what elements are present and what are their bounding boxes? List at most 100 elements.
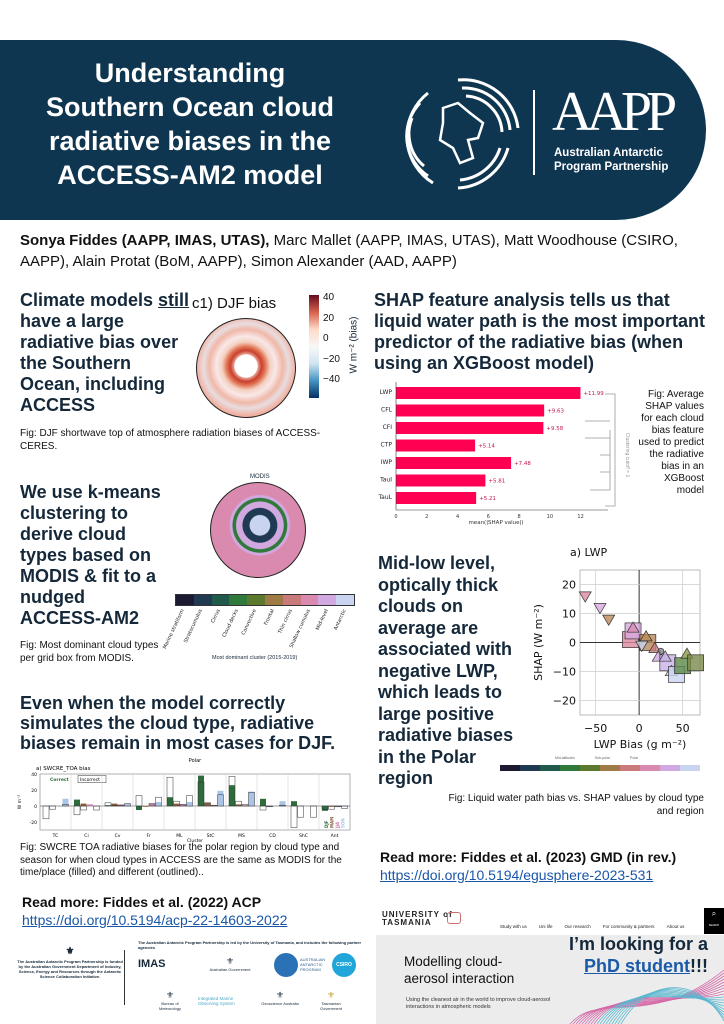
logo-subtitle-line: Australian Antarctic: [554, 147, 663, 159]
bar-correct-MS-MAM: [235, 804, 242, 806]
modis-figure-title: MODIS: [250, 474, 270, 480]
bar-incorrect-Ant-MAM: [328, 805, 335, 810]
cbar-tick: 0: [323, 333, 329, 344]
utas-lion-icon: [447, 912, 461, 924]
nav-link[interactable]: About us: [666, 924, 685, 929]
y-axis-label: W m⁻²: [17, 795, 23, 810]
doi-link-acp[interactable]: https://doi.org/10.5194/acp-22-14603-202…: [22, 912, 288, 928]
legend-correct: Correct: [50, 777, 70, 783]
bar-incorrect-MS-MAM: [235, 800, 242, 807]
aapp-emblem-icon: [405, 78, 520, 190]
wave-line: [587, 987, 724, 1024]
x-tick: 4: [456, 514, 459, 520]
x-tick: 0: [394, 514, 397, 520]
scatter-point: [602, 614, 616, 626]
bar-incorrect-Fr-JJA: [148, 803, 156, 807]
djf-figure-title: c1) DJF bias: [192, 295, 277, 312]
bar-correct-ML-SON: [186, 802, 193, 806]
shap-bar-CFL: [396, 404, 545, 417]
bar-incorrect-ML-MAM: [173, 800, 180, 807]
y-tick: 10: [562, 608, 576, 621]
bar-incorrect-ShC-DJF: [290, 805, 298, 828]
bar-correct-StC-DJF: [198, 775, 204, 806]
nav-link[interactable]: Uni life: [538, 924, 553, 929]
figure-caption: Fig: SWCRE TOA radiative biases for the …: [20, 842, 342, 878]
shap-bar-CTP: [396, 439, 476, 452]
wave-line: [608, 991, 724, 1024]
aad-logo-text: AUSTRALIAN ANTARCTIC PROGRAM: [300, 957, 326, 972]
y-tick: -20: [30, 820, 37, 826]
cluster-swatch: [620, 765, 640, 771]
wave-line: [620, 987, 724, 1024]
bar-correct-ShC-DJF: [291, 801, 297, 806]
bar-incorrect-TC-SON: [62, 804, 69, 807]
logo-line: TASMANIA: [382, 918, 432, 927]
imas-logo: IMAS: [138, 958, 166, 970]
logo-text: Tasmanian Government: [319, 1001, 342, 1011]
x-tick: 6: [487, 514, 490, 520]
bar-incorrect-MS-JJA: [241, 804, 249, 807]
cbar-tick: −20: [323, 353, 340, 365]
header-banner: [0, 40, 706, 220]
x-tick: TC: [52, 833, 59, 839]
value-label-LWP: +11.99: [583, 391, 604, 397]
coat-of-arms-icon: ⚜: [326, 990, 336, 1000]
author-list: Sonya Fiddes (AAPP, IMAS, UTAS), Marc Ma…: [20, 230, 710, 272]
logo-line: UNIVERSITY of: [382, 910, 453, 919]
cluster-label: Convective: [241, 608, 258, 636]
lead-author: Sonya Fiddes (AAPP, IMAS, UTAS),: [20, 232, 270, 249]
bar-correct-Fr-DJF: [136, 806, 142, 810]
readmore-text: Read more: Fiddes et al. (2022) ACP: [22, 894, 262, 910]
cluster-swatch: [660, 765, 680, 771]
title-line: Southern Ocean cloud: [45, 92, 335, 122]
bar-label-CTP: CTP: [381, 442, 393, 449]
cluster-swatch: [540, 765, 560, 771]
section1-heading: Climate models still have a large radiat…: [20, 290, 190, 416]
nav-link[interactable]: Study with us: [500, 924, 527, 929]
funding-text: The Australian Antarctic Program Partner…: [17, 959, 123, 979]
title-line: radiative biases in the: [48, 126, 332, 156]
search-button[interactable]: ⌕ SEARCH: [704, 908, 724, 934]
wave-line: [593, 993, 724, 1024]
title-line: ACCESS-AM2 model: [57, 160, 323, 190]
logo-divider: [533, 90, 535, 175]
logo-text: Australian Government: [209, 967, 251, 972]
nav-link[interactable]: For community & partners: [602, 924, 655, 929]
logo-text: Geoscience Australia: [261, 1001, 299, 1006]
cbar-tick: 40: [323, 292, 335, 303]
bar-correct-Ci-JJA: [87, 804, 93, 806]
bar-incorrect-TC-DJF: [42, 805, 50, 820]
funding-divider: [124, 950, 125, 1005]
x-tick: Ci: [84, 833, 88, 839]
bar-incorrect-Ci-SON: [93, 805, 100, 811]
figure-caption: Fig: Liquid water path bias vs. SHAP val…: [448, 793, 704, 817]
bar-incorrect-ML-JJA: [179, 804, 187, 807]
chart-title: Polar: [189, 758, 202, 764]
y-tick: −20: [553, 695, 576, 708]
doi-link-gmd[interactable]: https://doi.org/10.5194/egusphere-2023-5…: [380, 867, 654, 883]
bar-incorrect-TC-MAM: [49, 805, 56, 810]
bar-correct-Ant-DJF: [322, 806, 328, 811]
shap-bar-IWP: [396, 457, 512, 469]
funding-statement: ⚜ The Australian Antarctic Program Partn…: [15, 945, 125, 979]
phd-student-link[interactable]: PhD student: [584, 956, 691, 976]
cluster-label: Cloud decks: [222, 608, 240, 638]
bar-incorrect-MS-SON: [248, 792, 255, 807]
scatter-point: [635, 640, 649, 653]
section5-heading: Mid-low level, optically thick clouds on…: [378, 553, 514, 788]
chart-title: a) LWP: [570, 546, 608, 559]
cluster-label: Mid-level: [315, 608, 330, 631]
wave-line: [596, 996, 724, 1024]
nav-link[interactable]: Our research: [564, 924, 591, 929]
bar-correct-ML-JJA: [180, 804, 186, 806]
aapp-logo-text: AAPP: [552, 81, 677, 143]
heading-text: have a large radiative bias over the Sou…: [20, 311, 179, 415]
wave-line: [599, 995, 724, 1024]
phd-text: I’m looking for a: [568, 934, 708, 954]
bar-incorrect-CD-DJF: [259, 805, 267, 811]
x-tick: Fr: [146, 833, 150, 839]
readmore-left: Read more: Fiddes et al. (2022) ACP http…: [22, 893, 287, 929]
bar-incorrect-Ant-DJF: [321, 805, 329, 810]
figure-caption: Fig: Average SHAP values for each cloud …: [638, 389, 704, 496]
cluster-swatch: [520, 765, 540, 771]
